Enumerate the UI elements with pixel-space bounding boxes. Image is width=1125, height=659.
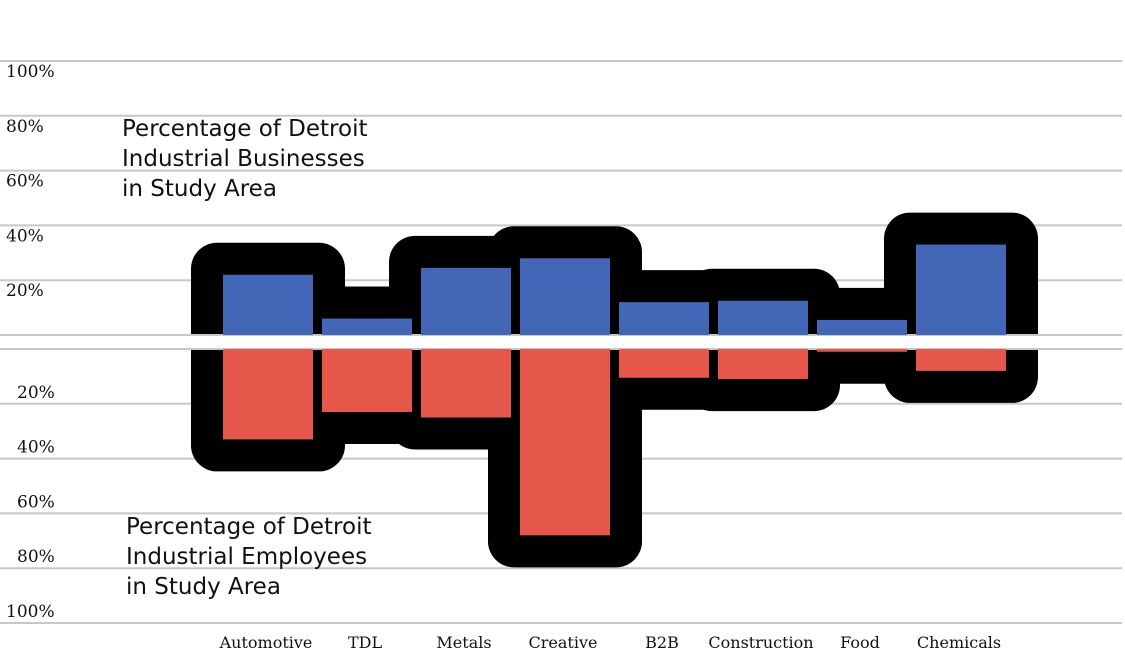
bar-employees bbox=[916, 349, 1006, 371]
bar-employees bbox=[223, 349, 313, 440]
category-label: B2B bbox=[645, 633, 679, 652]
y-tick-lower: 60% bbox=[17, 492, 55, 512]
category-label: Chemicals bbox=[917, 633, 1001, 652]
upper-series-annotation: Percentage of Detroit Industrial Busines… bbox=[122, 114, 368, 204]
lower-annotation-line-1: Percentage of Detroit bbox=[126, 514, 372, 540]
axis-separator bbox=[0, 335, 1122, 349]
y-tick-upper: 40% bbox=[6, 226, 44, 246]
lower-series-annotation: Percentage of Detroit Industrial Employe… bbox=[126, 512, 372, 602]
upper-annotation-line-3: in Study Area bbox=[122, 176, 277, 202]
lower-annotation-line-2: Industrial Employees bbox=[126, 544, 368, 570]
y-tick-lower: 20% bbox=[17, 383, 55, 403]
category-label: TDL bbox=[348, 633, 383, 652]
category-labels: Automotive TDL Metals Creative B2B Constructi… bbox=[219, 633, 1001, 652]
bar-employees bbox=[619, 349, 709, 378]
y-tick-lower: 80% bbox=[17, 547, 55, 567]
y-tick-upper: 60% bbox=[6, 172, 44, 192]
bar-employees bbox=[322, 349, 412, 413]
y-tick-lower: 40% bbox=[17, 438, 55, 458]
bar-businesses bbox=[520, 258, 610, 335]
bar-businesses bbox=[322, 318, 412, 335]
category-label: Food bbox=[840, 633, 880, 652]
category-label: Creative bbox=[529, 633, 598, 652]
category-label: Construction bbox=[708, 633, 813, 652]
bar-employees bbox=[520, 349, 610, 536]
bar-businesses bbox=[718, 300, 808, 335]
bars bbox=[0, 244, 1122, 536]
y-tick-upper: 20% bbox=[6, 281, 44, 301]
y-tick-lower: 100% bbox=[6, 602, 55, 622]
bar-employees bbox=[817, 349, 907, 352]
bar-businesses bbox=[619, 302, 709, 335]
bar-employees bbox=[718, 349, 808, 380]
upper-annotation-line-1: Percentage of Detroit bbox=[122, 116, 368, 142]
y-tick-upper: 100% bbox=[6, 62, 55, 82]
bar-businesses bbox=[916, 244, 1006, 335]
category-label: Automotive bbox=[219, 633, 313, 652]
y-tick-upper: 80% bbox=[6, 117, 44, 137]
lower-annotation-line-3: in Study Area bbox=[126, 574, 281, 600]
category-label: Metals bbox=[436, 633, 491, 652]
bar-employees bbox=[421, 349, 511, 418]
upper-annotation-line-2: Industrial Businesses bbox=[122, 146, 365, 172]
bar-businesses bbox=[421, 267, 511, 335]
y-tick-labels: 100% 80% 60% 40% 20% 20% 40% 60% 80% 100% bbox=[6, 62, 55, 622]
bar-businesses bbox=[817, 319, 907, 335]
bar-businesses bbox=[223, 274, 313, 335]
